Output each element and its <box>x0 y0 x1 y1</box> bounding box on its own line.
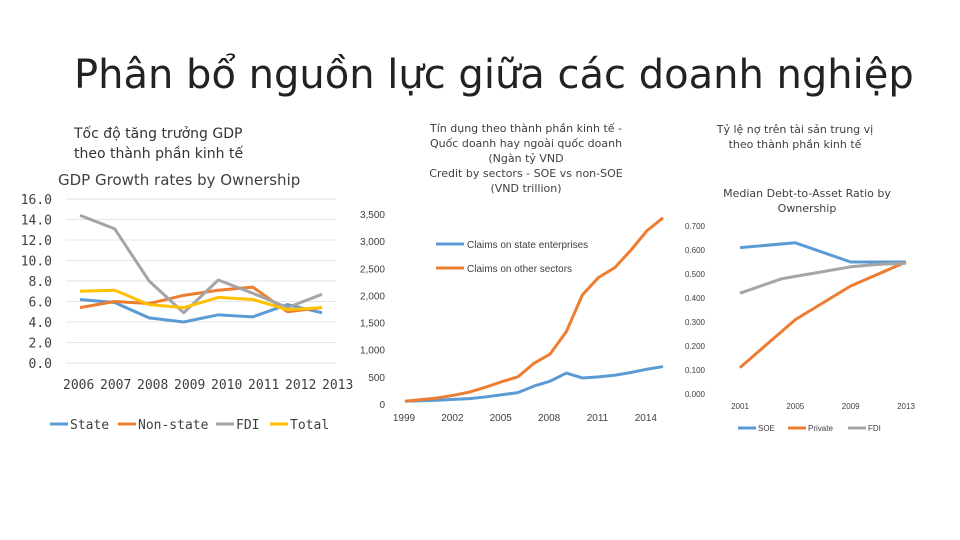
credit-chart-title-vn-line2: Quốc doanh hay ngoài quốc doanh <box>429 137 623 150</box>
debt-y-tick-label: 0.400 <box>685 294 706 303</box>
gdp-legend-label-fdi: FDI <box>236 418 259 433</box>
gdp-y-tick-label: 8.0 <box>29 275 52 290</box>
debt-chart-title-vn: Tỷ lệ nợ trên tài sản trung vị theo thàn… <box>700 122 890 152</box>
credit-y-tick-label: 500 <box>368 373 385 384</box>
gdp-chart-title-vn-line1: Tốc độ tăng trưởng GDP <box>74 126 243 142</box>
gdp-x-tick-label: 2013 <box>322 378 353 393</box>
debt-y-tick-label: 0.200 <box>685 342 706 351</box>
debt-chart-title-vn-line2: theo thành phần kinh tế <box>728 138 862 151</box>
gdp-series-line-fdi <box>79 214 323 315</box>
gdp-chart-title: GDP Growth rates by Ownership <box>58 171 301 189</box>
gdp-x-tick-label: 2006 <box>63 378 94 393</box>
credit-y-tick-label: 2,000 <box>360 291 385 302</box>
debt-y-tick-label: 0.100 <box>685 366 706 375</box>
credit-chart-title-line1: Credit by sectors - SOE vs non-SOE <box>429 167 623 180</box>
debt-legend-label-fdi: FDI <box>868 424 881 433</box>
gdp-legend-label-total: Total <box>290 418 329 433</box>
gdp-y-tick-label: 4.0 <box>29 316 52 331</box>
gdp-y-tick-label: 10.0 <box>21 255 52 270</box>
slide-title: Phân bổ nguồn lực giữa các doanh nghiệp <box>74 52 914 98</box>
credit-chart-title-vn-line1: Tín dụng theo thành phần kinh tế - <box>430 122 622 135</box>
gdp-y-tick-label: 14.0 <box>21 214 52 229</box>
gdp-series-line-total <box>79 288 323 312</box>
gdp-y-tick-label: 6.0 <box>29 296 52 311</box>
credit-y-tick-label: 3,500 <box>360 210 385 221</box>
gdp-y-tick-label: 2.0 <box>29 337 52 352</box>
debt-y-tick-label: 0.300 <box>685 318 706 327</box>
gdp-x-tick-label: 2008 <box>137 378 168 393</box>
debt-legend-label-private: Private <box>808 424 833 433</box>
credit-series-line-claims-on-other-sectors <box>404 216 664 403</box>
credit-x-tick-label: 2011 <box>587 413 609 424</box>
credit-x-tick-label: 2005 <box>490 413 513 424</box>
credit-x-tick-label: 1999 <box>393 413 416 424</box>
debt-x-tick-label: 2001 <box>731 402 749 411</box>
debt-x-tick-label: 2005 <box>786 402 804 411</box>
credit-y-tick-label: 3,000 <box>360 237 385 248</box>
gdp-chart-title-vn: Tốc độ tăng trưởng GDP theo thành phần k… <box>74 124 243 164</box>
gdp-x-tick-label: 2010 <box>211 378 242 393</box>
credit-chart-title-vn: Tín dụng theo thành phần kinh tế - Quốc … <box>400 121 652 196</box>
gdp-chart-title-vn-line2: theo thành phần kinh tế <box>74 146 244 162</box>
debt-x-tick-label: 2009 <box>842 402 860 411</box>
debt-chart-title-line2: Ownership <box>777 202 837 215</box>
credit-y-tick-label: 0 <box>379 400 385 411</box>
credit-series-line-claims-on-state-enterprises <box>404 365 664 403</box>
debt-chart-title: Median Debt-to-Asset Ratio by Ownership <box>712 186 902 216</box>
gdp-legend-label-state: State <box>70 418 109 433</box>
gdp-y-tick-label: 0.0 <box>29 357 52 372</box>
debt-legend-label-soe: SOE <box>758 424 775 433</box>
debt-series-line-fdi <box>739 261 907 295</box>
credit-legend-label-claims-on-other-sectors: Claims on other sectors <box>467 264 572 275</box>
credit-x-tick-label: 2002 <box>441 413 464 424</box>
debt-series-line-soe <box>739 241 906 264</box>
credit-y-tick-label: 1,000 <box>360 346 385 357</box>
gdp-y-tick-label: 12.0 <box>21 234 52 249</box>
debt-y-tick-label: 0.500 <box>685 270 706 279</box>
debt-chart-title-vn-line1: Tỷ lệ nợ trên tài sản trung vị <box>716 123 874 136</box>
debt-chart-title-line1: Median Debt-to-Asset Ratio by <box>723 187 891 200</box>
credit-y-tick-label: 1,500 <box>360 319 385 330</box>
gdp-x-tick-label: 2012 <box>285 378 316 393</box>
credit-legend-label-claims-on-state-enterprises: Claims on state enterprises <box>467 240 588 251</box>
debt-y-tick-label: 0.600 <box>685 246 706 255</box>
gdp-x-tick-label: 2011 <box>248 378 279 393</box>
gdp-legend-label-non-state: Non-state <box>138 418 209 433</box>
credit-x-tick-label: 2014 <box>635 413 658 424</box>
credit-y-tick-label: 2,500 <box>360 264 385 275</box>
gdp-x-tick-label: 2009 <box>174 378 205 393</box>
debt-y-tick-label: 0.700 <box>685 222 706 231</box>
debt-x-tick-label: 2013 <box>897 402 915 411</box>
debt-y-tick-label: 0.000 <box>685 390 706 399</box>
credit-x-tick-label: 2008 <box>538 413 561 424</box>
credit-chart-title-line2: (VND trillion) <box>490 182 562 195</box>
gdp-y-tick-label: 16.0 <box>21 193 52 208</box>
debt-series-line-private <box>739 260 907 369</box>
gdp-x-tick-label: 2007 <box>100 378 131 393</box>
credit-chart-title-vn-line3: (Ngàn tỷ VND <box>488 152 564 165</box>
